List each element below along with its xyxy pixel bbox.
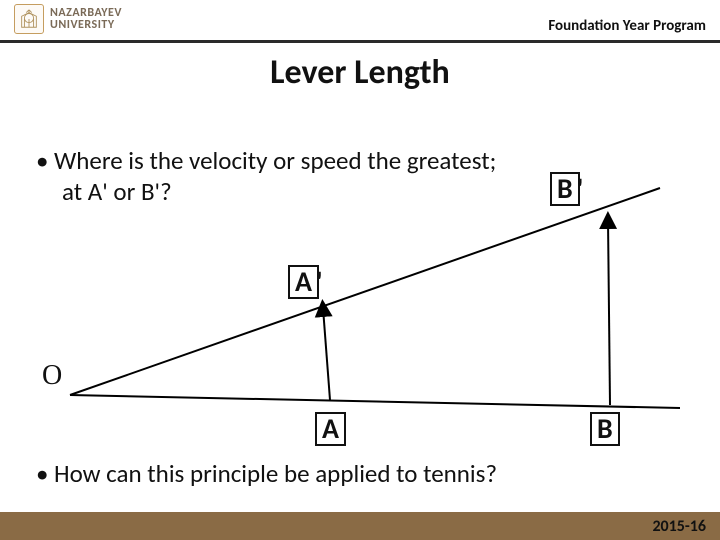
header-bar: NAZARBAYEV UNIVERSITY Foundation Year Pr… bbox=[0, 0, 720, 42]
bullet-dot-icon: • bbox=[36, 458, 54, 489]
label-B-prime: B' bbox=[550, 172, 583, 206]
logo: NAZARBAYEV UNIVERSITY bbox=[14, 4, 122, 34]
slide-title: Lever Length bbox=[0, 52, 720, 93]
label-O: O bbox=[42, 362, 62, 390]
footer-bar bbox=[0, 512, 720, 540]
label-A: A bbox=[315, 412, 343, 446]
label-B: B bbox=[590, 412, 617, 446]
university-seal-icon bbox=[14, 4, 44, 34]
bullet-dot-icon: • bbox=[36, 145, 54, 176]
footer-year: 2015-16 bbox=[652, 517, 706, 536]
bullet-2: •How can this principle be applied to te… bbox=[36, 458, 700, 489]
org-name-line2: UNIVERSITY bbox=[50, 19, 122, 31]
diagram-svg bbox=[40, 180, 680, 450]
header-divider bbox=[0, 40, 720, 43]
logo-text: NAZARBAYEV UNIVERSITY bbox=[50, 7, 122, 31]
lever-diagram: O A B A' B' bbox=[40, 180, 680, 450]
label-A-prime: A' bbox=[288, 265, 323, 299]
bullet-1-line1: Where is the velocity or speed the great… bbox=[54, 145, 496, 176]
bullet-2-text: How can this principle be applied to ten… bbox=[54, 458, 497, 489]
program-name: Foundation Year Program bbox=[548, 17, 706, 35]
